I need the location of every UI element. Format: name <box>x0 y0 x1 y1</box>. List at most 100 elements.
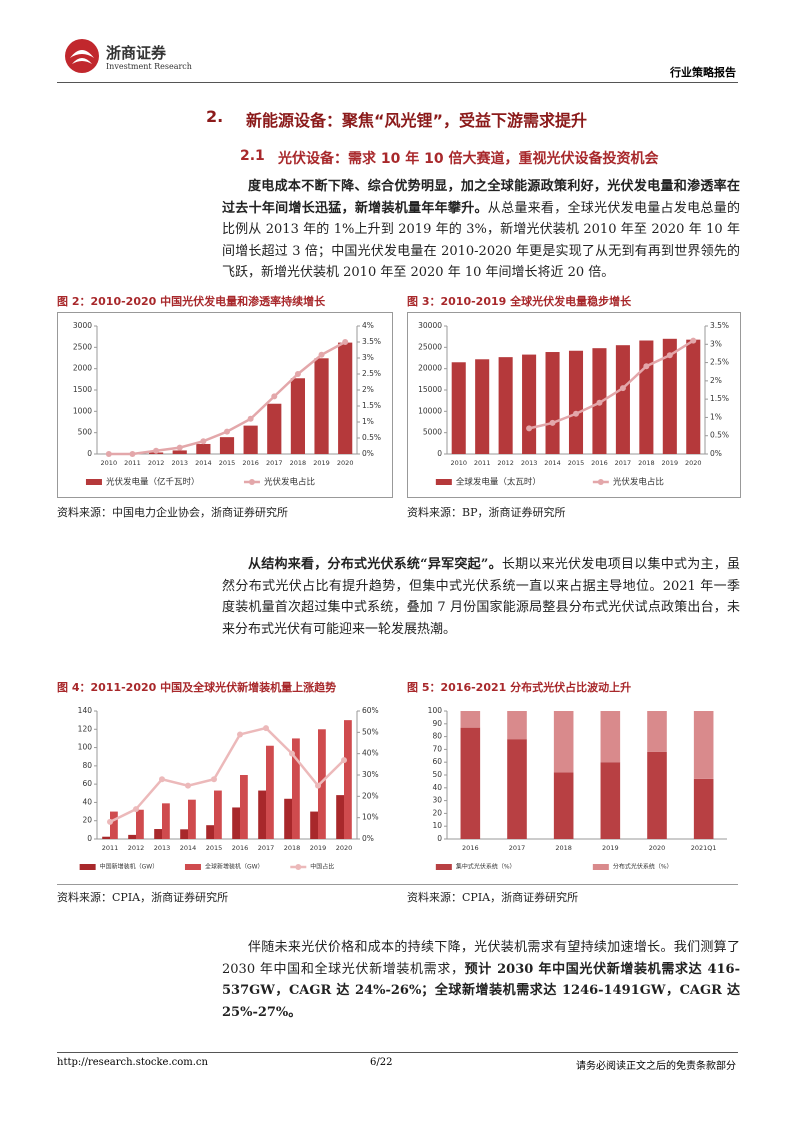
bar <box>686 339 701 454</box>
bar <box>451 362 466 454</box>
x-tick-label: 2015 <box>219 459 236 467</box>
bar <box>172 450 187 454</box>
y-tick-label: 100 <box>428 706 443 715</box>
y2-tick-label: 1.5% <box>710 394 729 403</box>
y-tick-label: 40 <box>432 783 442 792</box>
y-tick-label: 80 <box>82 761 92 770</box>
y2-tick-label: 1.5% <box>362 401 381 410</box>
x-tick-label: 2018 <box>284 844 301 852</box>
x-tick-label: 2012 <box>148 459 165 467</box>
y-tick-label: 2000 <box>73 364 92 373</box>
chart-frame <box>57 312 393 498</box>
bar <box>214 790 222 839</box>
x-tick-label: 2012 <box>128 844 145 852</box>
x-tick-label: 2016 <box>591 459 608 467</box>
x-tick-label: 2010 <box>450 459 467 467</box>
y2-tick-label: 1% <box>362 417 374 426</box>
y2-tick-label: 50% <box>362 727 379 736</box>
x-tick-label: 2014 <box>195 459 212 467</box>
disclaimer: 请务必阅读正文之后的免责条款部分 <box>576 1061 736 1072</box>
line-marker <box>341 757 347 764</box>
section-title: 新能源设备：聚焦“风光锂”，受益下游需求提升 <box>246 111 588 130</box>
bar <box>553 772 574 839</box>
legend-label: 光伏发电占比 <box>264 477 315 488</box>
line-marker <box>185 782 191 789</box>
legend-swatch <box>85 479 102 485</box>
bar <box>162 803 170 839</box>
bar <box>545 352 560 454</box>
legend-swatch <box>435 864 452 870</box>
line-marker <box>105 451 112 457</box>
legend-label: 光伏发电量（亿千瓦时） <box>106 477 200 488</box>
y2-tick-label: 1% <box>710 412 722 421</box>
x-tick-label: 2011 <box>102 844 119 852</box>
bar <box>128 834 136 839</box>
line-marker <box>643 363 650 370</box>
x-tick-label: 2019 <box>313 459 330 467</box>
bar <box>258 790 266 839</box>
y-tick-label: 2500 <box>73 342 92 351</box>
figure-source: 资料来源：CPIA，浙商证券研究所 <box>407 891 579 904</box>
line-marker <box>153 447 160 454</box>
bar <box>110 811 118 839</box>
y2-tick-label: 3.5% <box>362 337 381 346</box>
footer-url: http://research.stocke.com.cn <box>57 1057 208 1068</box>
legend-swatch <box>435 479 452 485</box>
y2-tick-label: 3.5% <box>710 321 729 330</box>
y2-tick-label: 2.5% <box>710 358 729 367</box>
bar <box>336 795 344 839</box>
bar <box>507 739 527 839</box>
line-marker <box>315 782 321 789</box>
bar <box>102 836 110 839</box>
bar <box>290 378 305 454</box>
bar <box>600 711 621 763</box>
bar <box>338 342 353 454</box>
bar <box>154 829 162 839</box>
figure-caption: 图 3：2010-2019 全球光伏发电量稳步增长 <box>407 295 632 308</box>
x-tick-label: 2017 <box>258 844 275 852</box>
x-tick-label: 2013 <box>171 459 188 467</box>
y-tick-label: 15000 <box>418 385 442 394</box>
x-tick-label: 2016 <box>462 844 479 852</box>
y-tick-label: 140 <box>78 706 93 715</box>
x-tick-label: 2017 <box>509 844 526 852</box>
line-marker <box>107 818 113 825</box>
y-tick-label: 100 <box>78 743 93 752</box>
x-tick-label: 2018 <box>290 459 307 467</box>
bar <box>232 807 240 839</box>
y2-tick-label: 0.5% <box>710 431 729 440</box>
bar <box>267 403 282 454</box>
y2-tick-label: 20% <box>362 791 379 800</box>
line-marker <box>289 750 295 757</box>
x-tick-label: 2020 <box>337 459 354 467</box>
bar <box>284 798 292 839</box>
y-tick-label: 5000 <box>423 428 442 437</box>
legend-label: 中国新增装机（GW） <box>100 863 159 871</box>
x-tick-label: 2013 <box>521 459 538 467</box>
y2-tick-label: 2% <box>710 376 722 385</box>
line-marker <box>271 393 278 400</box>
y-tick-label: 10 <box>432 821 442 830</box>
line-marker <box>318 351 325 358</box>
bar <box>553 711 574 773</box>
y2-tick-label: 3% <box>710 339 722 348</box>
legend-swatch <box>79 864 96 870</box>
line-marker <box>294 371 301 377</box>
bar <box>460 727 481 839</box>
bar <box>522 354 537 454</box>
y2-tick-label: 0.5% <box>362 433 381 442</box>
y-tick-label: 60 <box>432 757 442 766</box>
bar <box>318 729 326 839</box>
y-tick-label: 40 <box>82 797 92 806</box>
figure-source: 资料来源：中国电力企业协会，浙商证券研究所 <box>57 506 288 519</box>
y2-tick-label: 0% <box>710 449 722 458</box>
bar <box>498 357 513 454</box>
line-marker <box>247 415 254 422</box>
y2-tick-label: 2.5% <box>362 369 381 378</box>
paragraph: 从结构来看，分布式光伏系统“异军突起”。长期以来光伏发电项目以集中式为主，虽然分… <box>222 554 740 640</box>
y-tick-label: 0 <box>87 834 92 843</box>
x-tick-label: 2020 <box>336 844 353 852</box>
bar <box>647 711 667 752</box>
y-tick-label: 0 <box>437 834 442 843</box>
chart: 0 500 1000 1500 2000 2500 3000 0% 0.5% 1% 1.5% 2% 2.… <box>57 312 393 498</box>
